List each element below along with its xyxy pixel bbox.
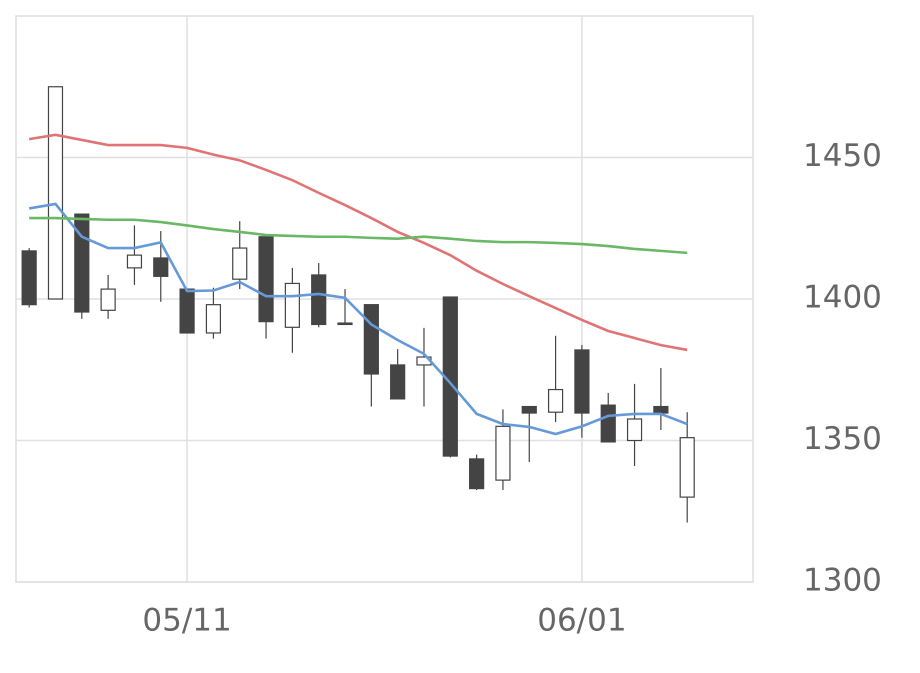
candle-body (311, 274, 327, 326)
candle-body (47, 86, 64, 300)
candle-body (337, 322, 353, 326)
x-tick-label: 06/01 (537, 603, 626, 639)
x-tick-label: 05/11 (142, 603, 231, 639)
candle-body (679, 437, 695, 498)
candle-body (653, 405, 669, 414)
candle-body (232, 247, 248, 280)
moving-average-line (28, 202, 688, 436)
candle-body (600, 404, 616, 443)
candle-body (179, 288, 195, 334)
candle-body (21, 250, 37, 306)
candle-body (626, 418, 643, 442)
candle-body (126, 254, 143, 269)
candle-body (495, 425, 511, 481)
y-tick-label: 1400 (803, 280, 882, 316)
candle-body (521, 405, 537, 414)
candle-body (258, 236, 274, 323)
candle-body (547, 388, 564, 413)
moving-average-line (29, 216, 688, 255)
moving-average-line (28, 133, 688, 352)
candle-body (469, 458, 485, 490)
y-tick-label: 1450 (803, 138, 882, 174)
candle-body (205, 304, 222, 334)
candle-body (100, 288, 116, 311)
candle-body (284, 282, 300, 328)
candle-body (363, 304, 379, 375)
candle-body (574, 349, 590, 414)
candle-body (153, 257, 169, 277)
y-tick-label: 1300 (803, 563, 882, 599)
y-tick-label: 1350 (803, 421, 882, 457)
candle-body (390, 364, 406, 400)
